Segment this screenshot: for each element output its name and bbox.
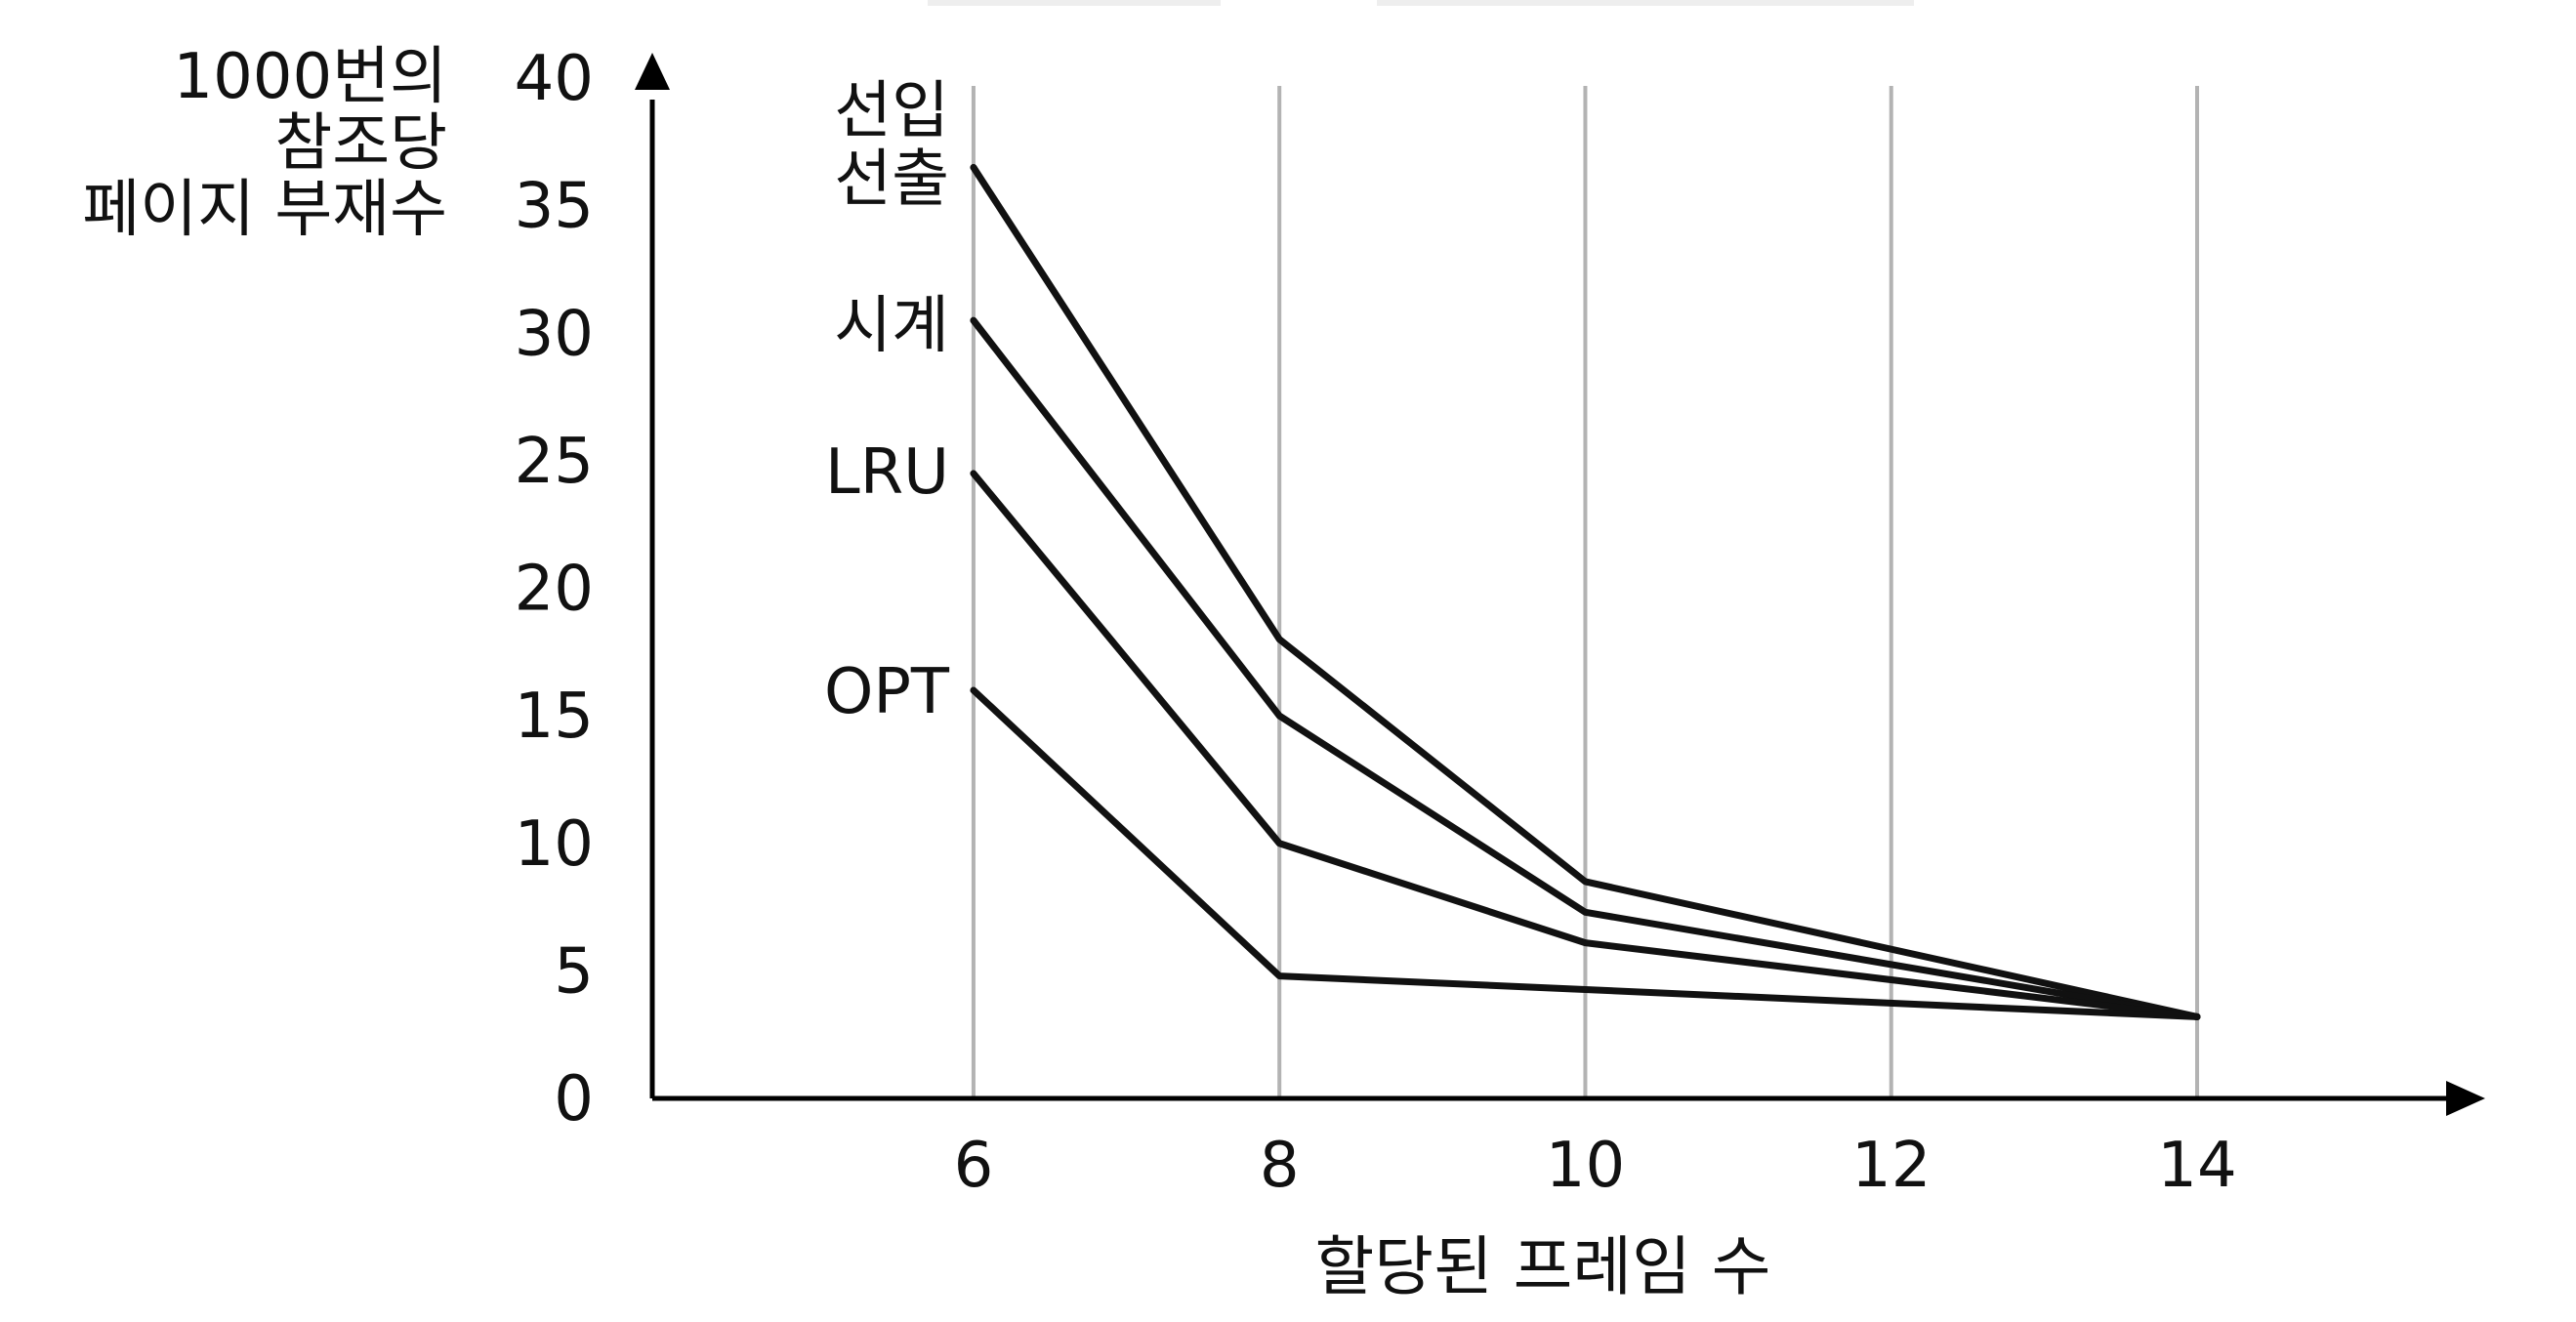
y-tick-label: 15 <box>515 681 594 753</box>
vertical-gridlines <box>971 86 2199 1098</box>
y-tick-label: 25 <box>515 426 594 498</box>
x-tick-labels: 6 8 10 12 14 <box>954 1130 2237 1202</box>
x-tick-label: 10 <box>1546 1130 1625 1202</box>
y-tick-label: 10 <box>515 808 594 881</box>
series-line <box>970 163 2201 1020</box>
y-tick-label: 40 <box>515 43 594 115</box>
series-label: LRU <box>825 436 949 509</box>
y-tick-labels: 0 5 10 15 20 25 30 35 40 <box>515 43 594 1136</box>
y-tick-label: 5 <box>554 935 594 1008</box>
y-axis-label-line: 1000번의 <box>173 41 447 113</box>
series-label: 시계 <box>834 290 949 362</box>
y-axis-arrow <box>635 53 670 90</box>
series-line <box>970 316 2201 1020</box>
x-axis-arrow <box>2446 1081 2485 1116</box>
x-tick-label: 14 <box>2157 1130 2236 1202</box>
decorative-top-bars <box>928 0 1914 6</box>
x-axis-label-text: 할당된 프레임 수 <box>1315 1229 1771 1304</box>
y-axis-label-line: 참조당 <box>274 107 447 180</box>
y-axis-label-line: 페이지 부재수 <box>82 174 447 246</box>
x-tick-label: 6 <box>954 1130 994 1202</box>
x-axis-label: 할당된 프레임 수 <box>1315 1229 1771 1304</box>
x-tick-label: 12 <box>1851 1130 1931 1202</box>
y-tick-label: 30 <box>515 298 594 370</box>
series-line <box>970 686 2201 1020</box>
y-tick-label: 20 <box>515 554 594 626</box>
axes <box>635 53 2485 1116</box>
series-lines <box>970 163 2201 1020</box>
top-bar-decoration <box>1377 0 1914 6</box>
series-line <box>970 470 2201 1020</box>
y-tick-label: 35 <box>515 171 594 243</box>
top-bar-decoration <box>928 0 1221 6</box>
x-tick-label: 8 <box>1260 1130 1300 1202</box>
series-label: 선출 <box>834 144 949 216</box>
series-label: 선입 <box>834 75 949 147</box>
y-tick-label: 0 <box>554 1063 594 1136</box>
series-label: OPT <box>824 656 950 728</box>
